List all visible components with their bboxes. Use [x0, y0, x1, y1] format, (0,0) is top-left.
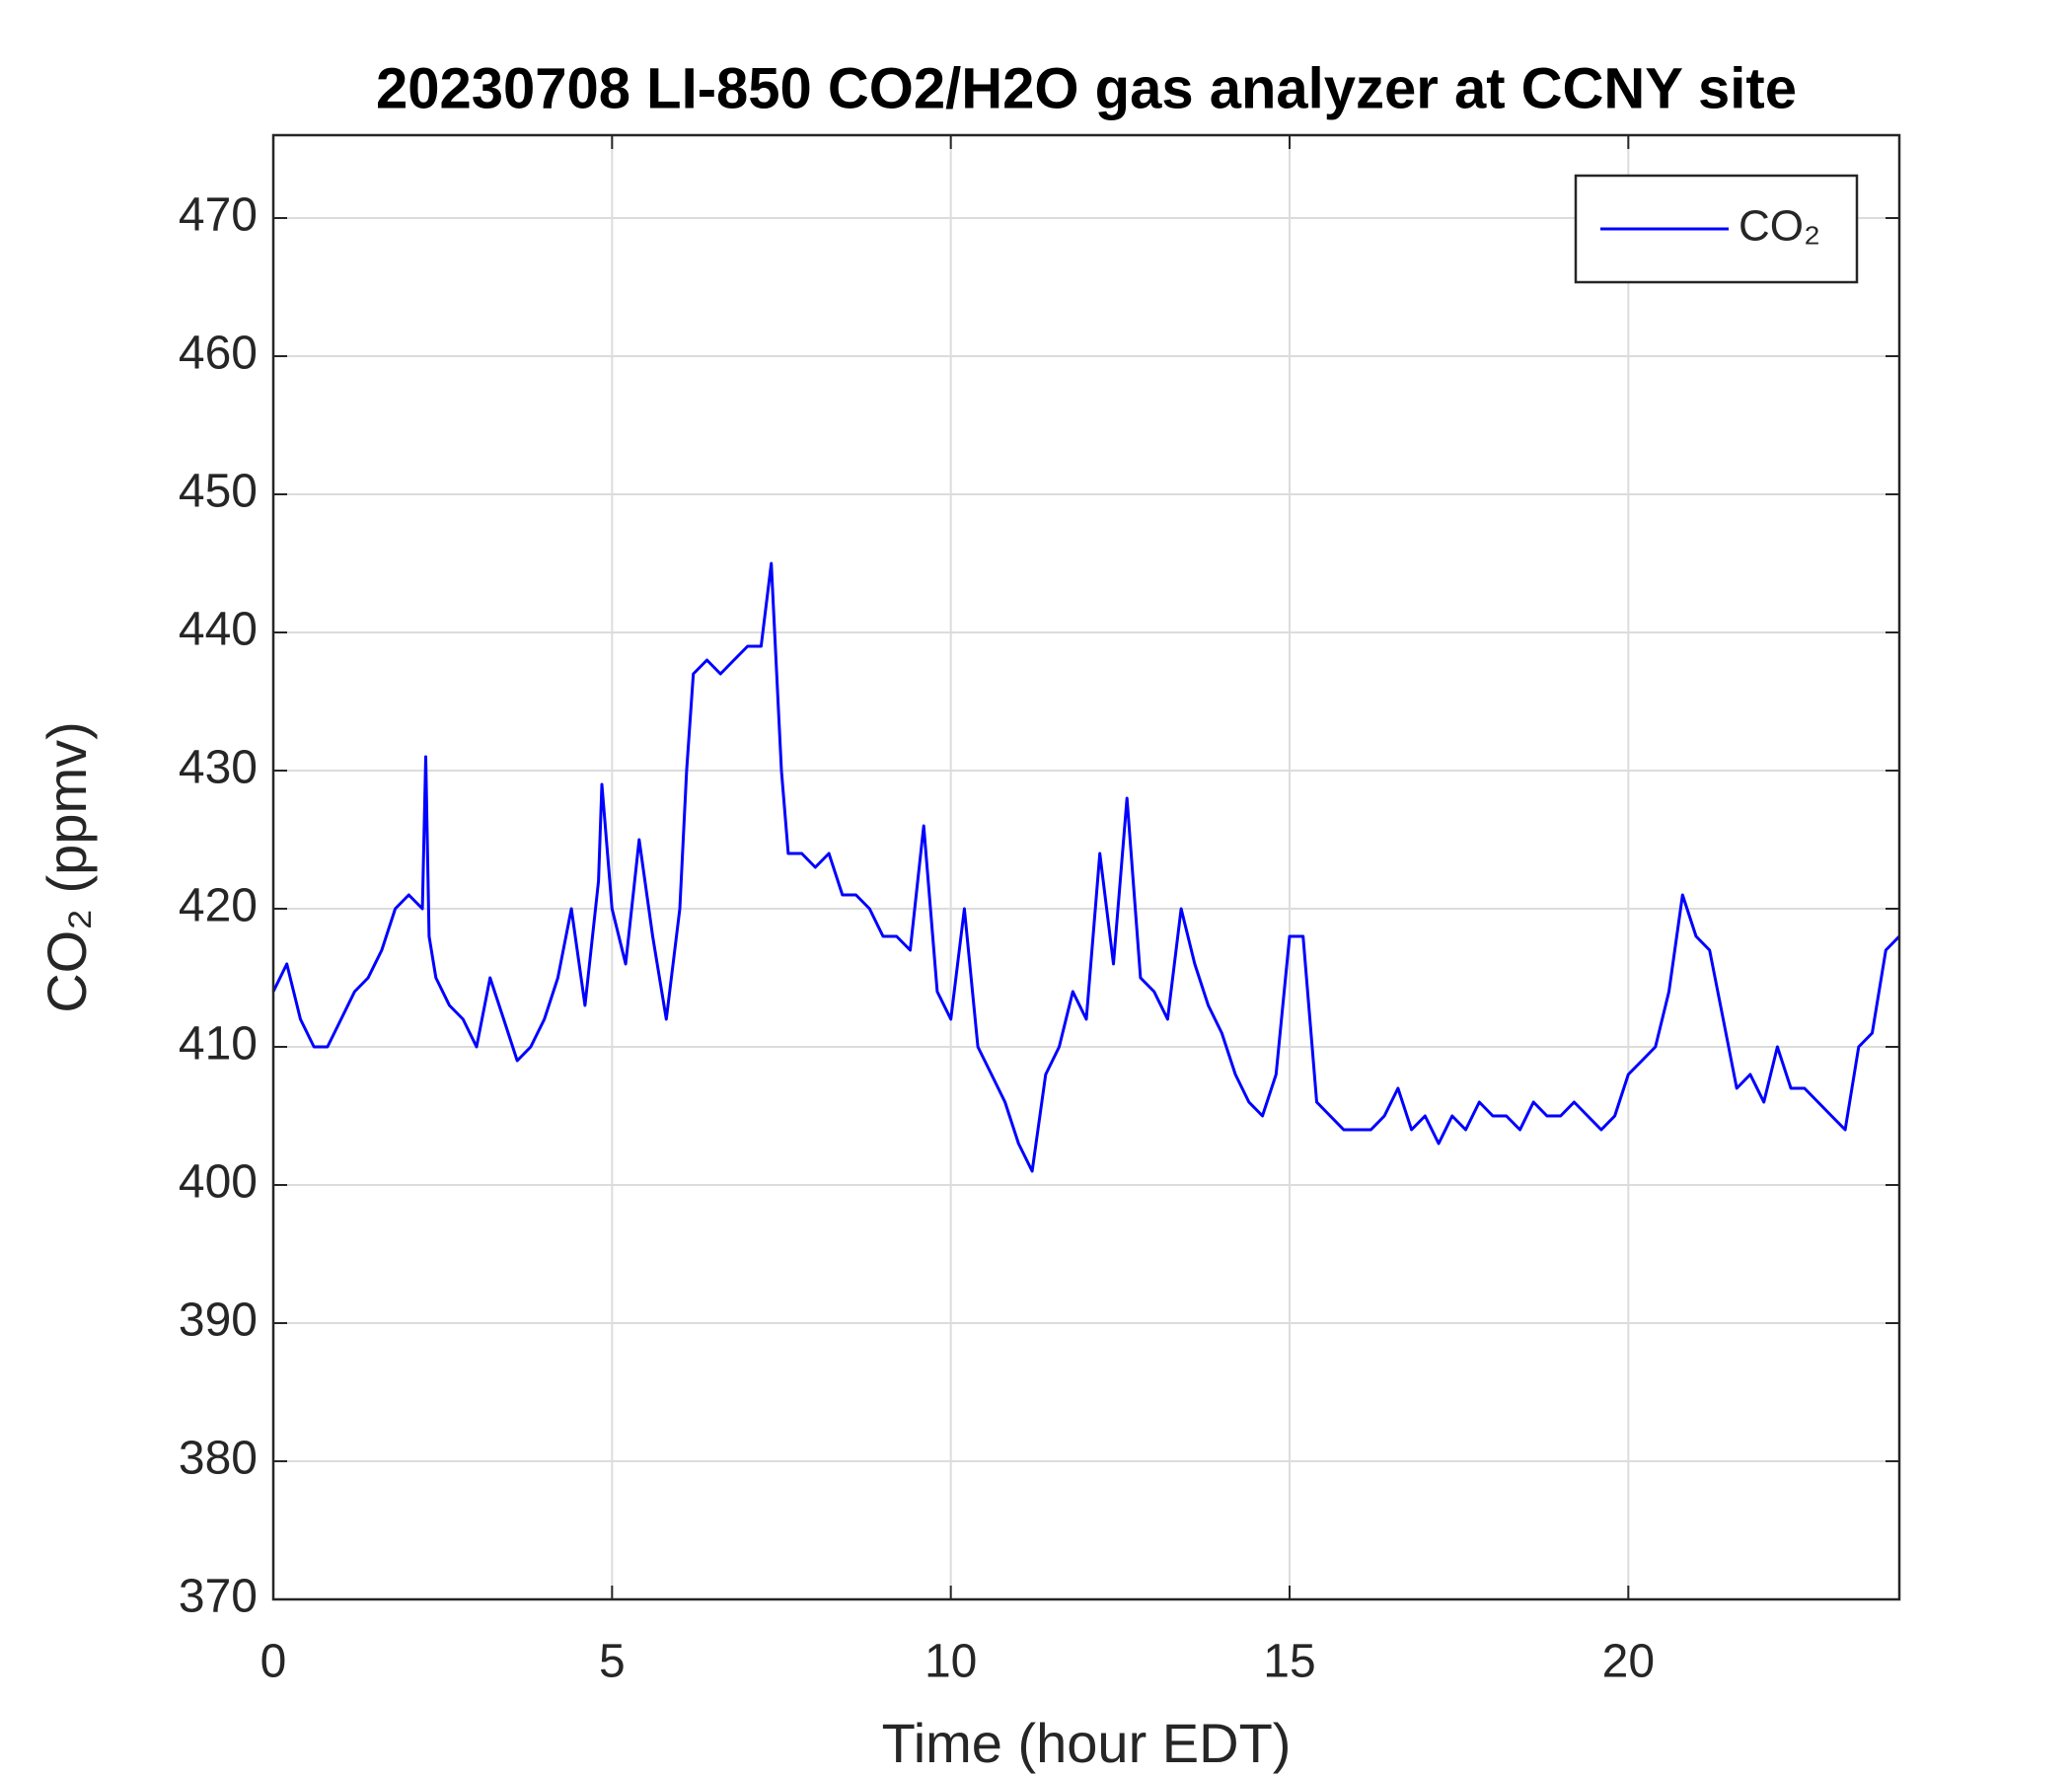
y-tick-label: 450 — [179, 466, 258, 518]
y-tick-label: 470 — [179, 189, 258, 242]
x-tick-label: 10 — [925, 1636, 977, 1688]
y-tick-label: 390 — [179, 1295, 258, 1347]
data-line — [271, 561, 1901, 1173]
y-tick-label: 460 — [179, 328, 258, 380]
y-tick-label: 370 — [179, 1571, 258, 1623]
x-axis-label: Time (hour EDT) — [882, 1712, 1292, 1774]
y-tick-label: 400 — [179, 1156, 258, 1209]
x-tick-label: 5 — [599, 1636, 626, 1688]
y-tick-label: 380 — [179, 1433, 258, 1485]
x-tick-label: 20 — [1602, 1636, 1655, 1688]
legend-label: CO₂ — [1739, 202, 1820, 251]
x-tick-label: 15 — [1263, 1636, 1315, 1688]
y-tick-label: 410 — [179, 1018, 258, 1071]
y-tick-label: 420 — [179, 880, 258, 932]
axes-box — [271, 133, 1901, 1601]
y-tick-label: 430 — [179, 742, 258, 794]
y-tick-label: 440 — [179, 604, 258, 656]
x-tick-label: 0 — [260, 1636, 287, 1688]
y-axis-label: CO₂ (ppmv) — [36, 721, 98, 1013]
chart-title: 20230708 LI-850 CO2/H2O gas analyzer at … — [376, 56, 1797, 120]
